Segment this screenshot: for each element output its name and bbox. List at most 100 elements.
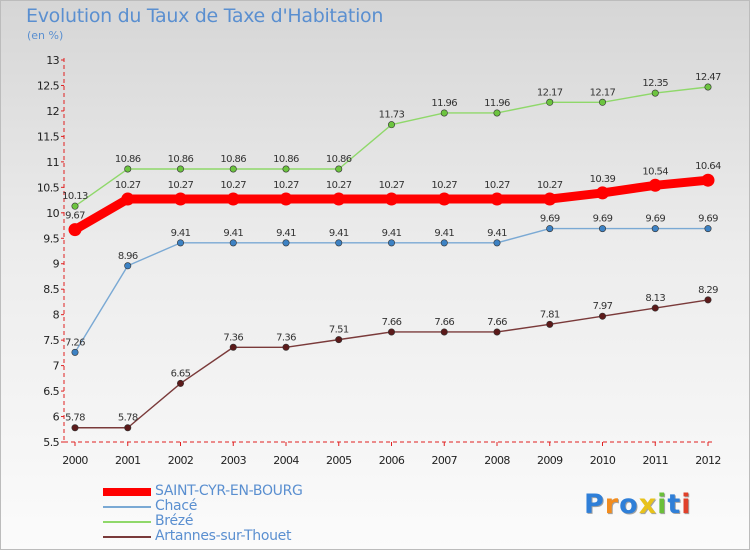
data-label: 7.36 [276,332,296,343]
data-label: 10.86 [273,154,299,165]
x-tick-label: 2010 [590,454,616,467]
x-tick-label: 2011 [642,454,668,467]
legend-swatch [103,488,151,496]
data-point [71,348,79,356]
data-label: 7.66 [434,317,454,328]
data-label: 9.41 [382,228,402,239]
data-point [440,328,448,336]
data-label: 7.26 [65,337,85,348]
data-label: 5.78 [65,413,85,424]
data-label: 9.69 [698,214,718,225]
data-point [229,343,237,351]
series-layer: 7.26 8.96 9.41 9.41 9.41 9.41 9.41 9.41 9.41 9.69… [62,72,722,432]
data-point [598,98,606,106]
x-tick-label: 2002 [168,454,194,467]
data-label: 9.69 [645,214,665,225]
data-label: 10.86 [326,154,352,165]
data-label: 7.51 [329,325,349,336]
data-label: 6.65 [171,368,191,379]
data-label: 12.35 [642,78,668,89]
x-tick-label: 2008 [484,454,510,467]
chart-axes: 5.5 6 6.5 7 7.5 8 8.5 9 9.5 10 10.5 11 11.5 12 12.5 13 2… [37,54,721,467]
logo-letter: r [604,489,620,520]
y-tick-label: 9 [53,258,60,271]
y-tick-label: 11 [46,156,59,169]
data-point [177,239,185,247]
data-label: 8.96 [118,251,138,262]
data-label: 10.27 [431,180,457,191]
logo-letter: o [619,489,639,520]
data-label: 12.17 [537,87,563,98]
data-point [174,192,187,206]
data-point [704,225,712,233]
data-label: 10.27 [326,180,352,191]
y-tick-label: 11.5 [37,130,60,143]
data-point [387,239,395,247]
y-tick-label: 12 [46,105,59,118]
logo-letter: x [638,489,658,520]
data-point [704,83,712,91]
data-point [282,343,290,351]
data-point [335,239,343,247]
data-label: 5.78 [118,413,138,424]
data-label: 12.47 [695,72,721,83]
data-label: 8.29 [698,285,718,296]
x-tick-label: 2012 [695,454,721,467]
y-tick-label: 7 [53,360,60,373]
x-tick-label: 2009 [537,454,563,467]
series-chace: 7.26 8.96 9.41 9.41 9.41 9.41 9.41 9.41 9.41 9.69… [65,214,719,356]
x-tick-label: 2004 [273,454,299,467]
data-point [226,192,240,206]
data-point [387,121,395,129]
data-point [651,304,659,312]
data-point [124,262,132,270]
data-label: 9.67 [65,211,85,222]
data-point [279,192,293,206]
data-label: 8.13 [645,293,665,304]
data-point [282,239,290,247]
data-point [124,165,132,173]
y-tick-label: 10 [46,207,59,220]
data-point [121,192,135,206]
data-label: 11.96 [431,98,457,109]
y-tick-label: 13 [46,54,59,67]
data-label: 10.39 [590,174,616,185]
data-label: 10.27 [484,180,510,191]
data-point [543,192,557,206]
data-point [177,379,185,387]
y-tick-label: 5.5 [43,436,59,449]
data-point [229,239,237,247]
x-tick-label: 2005 [326,454,352,467]
series-saint-cyr-en-bourg: 9.67 10.27 10.27 10.27 10.27 10.27 10.27 10.27 1… [65,161,722,237]
data-point [440,239,448,247]
data-point [282,165,290,173]
data-label: 7.66 [382,317,402,328]
data-label: 10.64 [695,161,721,172]
y-tick-label: 8.5 [43,283,59,296]
data-point [71,424,79,432]
data-point [493,328,501,336]
data-point [651,225,659,233]
logo-letter: i [657,489,668,520]
data-label: 9.41 [171,228,191,239]
data-point [704,296,712,304]
data-label: 10.27 [220,180,246,191]
data-label: 10.27 [537,180,563,191]
data-point [546,320,554,328]
data-label: 10.86 [168,154,194,165]
data-point [701,173,715,187]
chart-unit-label: (en %) [27,29,64,42]
data-point [648,178,662,192]
data-point [335,165,343,173]
data-label: 12.17 [590,87,616,98]
x-tick-label: 2006 [379,454,405,467]
x-tick-label: 2003 [220,454,246,467]
data-label: 10.86 [220,154,246,165]
y-tick-label: 10.5 [37,181,60,194]
data-point [546,225,554,233]
data-point [598,225,606,233]
chart-title: Evolution du Taux de Taxe d'Habitation [26,5,384,27]
data-point [68,223,82,237]
data-point [71,202,79,210]
